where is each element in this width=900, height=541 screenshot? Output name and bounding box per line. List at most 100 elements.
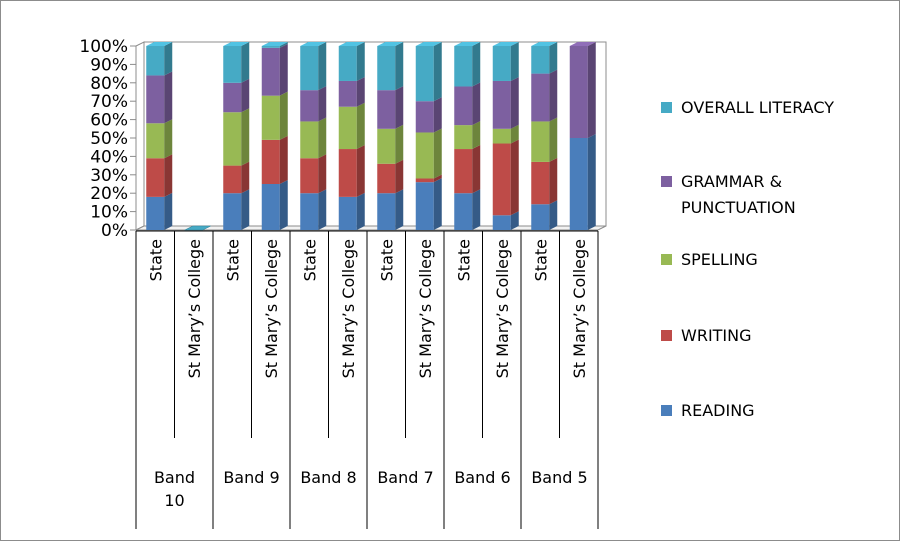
bar-segment-spelling (146, 123, 165, 159)
bar-segment-reading (569, 138, 588, 230)
bar-segment-grammar-punctuation-side (395, 86, 404, 129)
bar-segment-reading-side (164, 192, 173, 230)
bar-segment-writing (338, 149, 357, 197)
bar-segment-writing-side (472, 145, 481, 194)
category-label: St Mary’s College (262, 239, 281, 378)
bar-segment-reading-side (433, 178, 442, 230)
category-label: St Mary’s College (339, 239, 358, 378)
bars-layer (146, 42, 596, 231)
bar-segment-grammar-punctuation-side (164, 71, 173, 124)
bar-segment-reading (300, 193, 319, 230)
bar-segment-writing-side (395, 159, 404, 194)
legend-swatch (661, 405, 672, 416)
bar-segment-grammar-punctuation (454, 86, 473, 126)
bar-segment-overall-literacy-side (164, 42, 173, 76)
bar-segment-spelling-side (164, 119, 173, 159)
bar-segment-grammar-punctuation (338, 80, 357, 107)
bar-stack (569, 42, 596, 230)
bar-segment-grammar-punctuation-side (318, 86, 327, 122)
bar-segment-writing (261, 139, 280, 184)
bar-segment-grammar-punctuation (300, 90, 319, 122)
bar-segment-reading-side (472, 189, 481, 230)
bar-segment-overall-literacy (146, 46, 165, 76)
bar-segment-writing (454, 149, 473, 194)
bar-stack (492, 42, 519, 230)
bar-segment-reading (531, 204, 550, 230)
bar-segment-reading (492, 215, 511, 230)
bar-segment-reading-side (395, 189, 404, 230)
bar-segment-writing (146, 158, 165, 197)
bar-segment-reading-side (241, 189, 250, 230)
bar-segment-spelling (338, 106, 357, 150)
bar-segment-grammar-punctuation-side (510, 76, 519, 129)
bar-segment-spelling-side (318, 117, 327, 159)
bar-segment-overall-literacy (415, 46, 434, 102)
legend-item: GRAMMAR & PUNCTUATION (661, 172, 796, 217)
band-label: Band (154, 468, 195, 487)
legend-item: READING (661, 401, 755, 420)
chart-walls: 0%10%20%30%40%50%60%70%80%90%100% (79, 37, 607, 241)
bar-segment-overall-literacy-side (356, 42, 365, 81)
bar-top (454, 42, 481, 46)
bar-segment-writing (415, 178, 434, 183)
bar-segment-spelling-side (356, 102, 365, 150)
bar-segment-grammar-punctuation (492, 80, 511, 129)
y-tick-label: 70% (90, 92, 128, 112)
bar-segment-grammar-punctuation-side (356, 76, 365, 107)
bar-top (300, 42, 327, 46)
legend-item: WRITING (661, 326, 752, 345)
bar-segment-reading-side (318, 189, 327, 230)
bar-segment-reading-side (279, 180, 288, 230)
bar-segment-reading-side (587, 134, 596, 230)
bar-segment-grammar-punctuation-side (279, 43, 288, 96)
legend-swatch (661, 176, 672, 187)
bar-segment-grammar-punctuation (415, 101, 434, 133)
bar-segment-overall-literacy (338, 46, 357, 81)
y-tick-label: 20% (90, 184, 128, 204)
legend-item: SPELLING (661, 250, 758, 269)
bar-top (377, 42, 404, 46)
legend-swatch (661, 330, 672, 341)
bar-segment-grammar-punctuation (377, 90, 396, 129)
bar-segment-spelling (261, 95, 280, 140)
bar-segment-reading (261, 184, 280, 230)
bar-stack (184, 225, 211, 231)
bar-segment-reading (377, 193, 396, 230)
category-label: St Mary’s College (570, 239, 589, 378)
legend-label: READING (681, 401, 755, 420)
bar-segment-overall-literacy (300, 46, 319, 91)
bar-top (569, 42, 596, 46)
band-label: Band 6 (454, 468, 510, 487)
bar-segment-writing (223, 165, 242, 194)
legend-label: PUNCTUATION (681, 198, 796, 217)
bar-segment-overall-literacy-side (241, 42, 250, 83)
y-tick-label: 80% (90, 74, 128, 94)
bar-segment-spelling (415, 132, 434, 179)
y-tick-label: 40% (90, 147, 128, 167)
bar-segment-spelling-side (549, 117, 558, 162)
bar-segment-writing-side (318, 154, 327, 194)
legend-item: OVERALL LITERACY (661, 98, 834, 117)
bar-segment-writing (377, 163, 396, 194)
bar-segment-grammar-punctuation-side (472, 82, 481, 126)
bar-segment-overall-literacy (261, 46, 280, 48)
y-tick-label: 90% (90, 55, 128, 75)
category-label: State (377, 239, 396, 281)
bar-segment-overall-literacy-side (472, 42, 481, 87)
bar-segment-writing (300, 158, 319, 194)
bar-segment-grammar-punctuation (569, 46, 588, 138)
bar-segment-spelling-side (472, 121, 481, 150)
bar-segment-grammar-punctuation-side (549, 69, 558, 122)
bar-segment-spelling-side (510, 124, 519, 144)
bar-segment-reading (146, 196, 165, 230)
bar-segment-spelling (377, 128, 396, 164)
bar-segment-grammar-punctuation (261, 47, 280, 96)
bar-stack (531, 42, 558, 230)
y-tick-label: 0% (101, 221, 128, 241)
bar-stack (223, 42, 250, 230)
legend-label: WRITING (681, 326, 752, 345)
bar-segment-writing-side (279, 135, 288, 184)
bar-top (338, 42, 365, 46)
y-tick-label: 30% (90, 166, 128, 186)
category-label: St Mary’s College (493, 239, 512, 378)
